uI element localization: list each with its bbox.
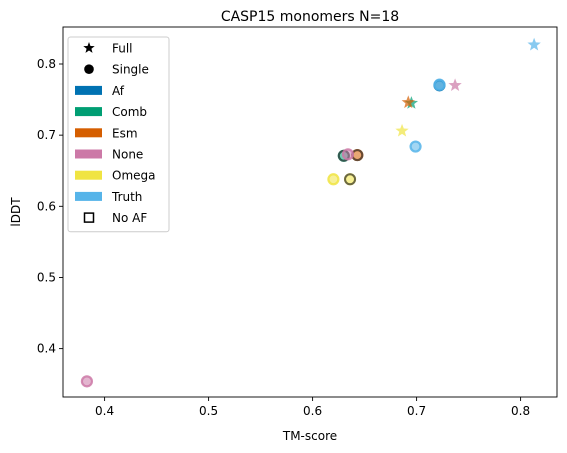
legend-label: Esm (112, 126, 138, 140)
legend-label: Single (112, 63, 149, 77)
legend-label: Comb (112, 105, 147, 119)
point-star-truth (527, 37, 541, 51)
x-tick-label: 0.6 (303, 404, 322, 418)
legend-swatch (75, 149, 102, 159)
chart-title: CASP15 monomers N=18 (221, 9, 399, 25)
point-star-omega (395, 123, 409, 137)
point-circle-truth (433, 78, 446, 91)
legend-label: Full (112, 42, 133, 56)
no-af-outline (344, 173, 357, 186)
plot-frame (62, 26, 558, 398)
point-star-esm (401, 95, 415, 109)
x-axis-label: TM-score (282, 429, 337, 443)
y-axis-label: lDDT (9, 197, 23, 227)
x-tick-label: 0.4 (95, 404, 114, 418)
x-axis: 0.4 0.5 0.6 0.7 0.8 (95, 397, 530, 418)
legend-swatch (75, 170, 102, 180)
y-tick-label: 0.6 (37, 199, 56, 213)
legend-swatch (75, 128, 102, 138)
legend-swatch (75, 85, 102, 95)
x-tick-label: 0.8 (511, 404, 530, 418)
legend-box (67, 36, 170, 233)
legend-label: Truth (111, 190, 142, 204)
point-star-none (448, 78, 462, 92)
y-tick-label: 0.4 (37, 342, 56, 356)
y-tick-label: 0.5 (37, 270, 56, 284)
point-circle-none (80, 375, 94, 388)
legend-label: No AF (112, 211, 147, 225)
legend-swatch (75, 107, 102, 117)
y-tick-label: 0.8 (37, 57, 56, 71)
legend: Full Single Af Comb Esm None Omega Truth No AF (67, 36, 170, 233)
legend-swatch (75, 191, 102, 201)
point-circle-omega (327, 173, 340, 186)
y-axis: 0.4 0.5 0.6 0.7 0.8 (37, 57, 63, 356)
legend-star-icon (83, 42, 95, 53)
point-circle-truth (409, 140, 422, 153)
legend-label: None (112, 148, 143, 162)
x-tick-label: 0.5 (199, 404, 218, 418)
data-points (80, 37, 541, 388)
y-tick-label: 0.7 (37, 128, 56, 142)
legend-label: Af (112, 84, 125, 98)
legend-square-icon (83, 212, 95, 223)
x-tick-label: 0.7 (407, 404, 426, 418)
legend-circle-icon (84, 64, 94, 74)
legend-label: Omega (112, 169, 156, 183)
point-circle-none (341, 148, 355, 161)
